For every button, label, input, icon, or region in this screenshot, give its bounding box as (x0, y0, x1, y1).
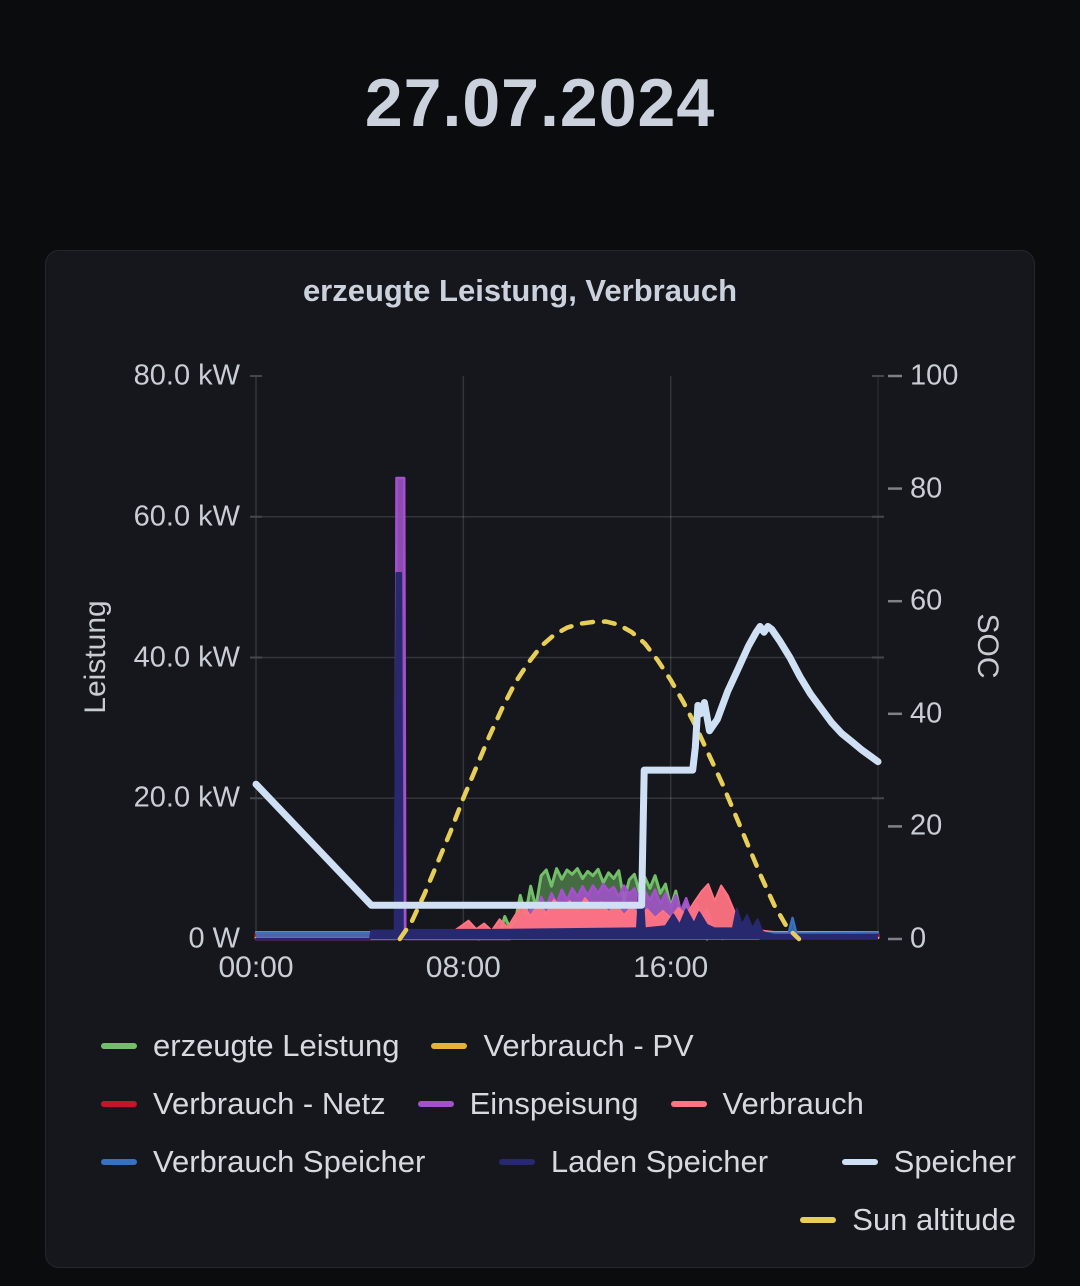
legend-item-verbrauch[interactable]: Verbrauch (670, 1086, 864, 1122)
legend-label: Verbrauch (722, 1086, 864, 1121)
right-axis-tick-label: 100 (910, 359, 959, 392)
chart-canvas[interactable] (250, 374, 902, 942)
right-axis-tick-label: 80 (910, 472, 943, 505)
plot-area[interactable] (250, 374, 902, 942)
legend-swatch-verbrauch-pv (431, 1043, 468, 1049)
right-axis-tick-label: 20 (910, 809, 943, 842)
legend-swatch-sun-altitude (800, 1217, 837, 1223)
legend-item-erzeugte-leistung[interactable]: erzeugte Leistung (101, 1028, 399, 1064)
left-axis-tick-label: 0 W (188, 922, 240, 955)
chart-panel: erzeugte Leistung, Verbrauch Leistung SO… (45, 250, 1035, 1268)
legend-label: Verbrauch Speicher (153, 1144, 426, 1179)
panel-title: erzeugte Leistung, Verbrauch (302, 273, 738, 308)
legend-label: erzeugte Leistung (153, 1028, 400, 1063)
legend-swatch-erzeugte-leistung (101, 1043, 137, 1049)
left-axis-tick-label: 20.0 kW (133, 781, 240, 814)
series-line-laden-speicher (255, 572, 879, 940)
right-axis-tick-label: 60 (910, 584, 943, 617)
legend-swatch-verbrauch (670, 1101, 707, 1107)
series-area-einspeisung (256, 478, 723, 939)
legend-swatch-laden-speicher (498, 1159, 535, 1165)
legend-item-speicher[interactable]: Speicher (841, 1144, 1016, 1180)
right-axis-tick-label: 40 (910, 697, 943, 730)
left-axis-tick-label: 60.0 kW (133, 500, 240, 533)
legend-swatch-einspeisung (417, 1101, 454, 1107)
legend-swatch-speicher (841, 1159, 878, 1165)
legend-row: Verbrauch Speicher Laden Speicher Speicher (101, 1133, 1016, 1191)
left-axis-tick-label: 40.0 kW (133, 641, 240, 673)
series-line-sun-altitude (397, 619, 802, 942)
legend-item-sun-altitude[interactable]: Sun altitude (800, 1202, 1016, 1238)
legend-item-verbrauch-netz[interactable]: Verbrauch - Netz (101, 1086, 386, 1122)
legend-row: Sun altitude (101, 1191, 1016, 1249)
right-axis-tick-label: 0 (910, 922, 927, 955)
legend-label: Einspeisung (469, 1086, 639, 1121)
legend-item-verbrauch-speicher[interactable]: Verbrauch Speicher (101, 1144, 425, 1180)
legend-item-laden-speicher[interactable]: Laden Speicher (498, 1144, 769, 1180)
x-axis-tick-label: 00:00 (218, 951, 294, 984)
x-axis-tick-label: 08:00 (425, 951, 501, 984)
x-axis-tick-label: 16:00 (633, 951, 709, 984)
legend-swatch-verbrauch-speicher (101, 1159, 137, 1165)
legend-label: Verbrauch - Netz (153, 1086, 386, 1121)
right-axis-ticks: 100 80 60 40 20 0 (894, 360, 1024, 955)
legend-row: Verbrauch - Netz Einspeisung Verbrauch (101, 1075, 1016, 1133)
legend-label: Verbrauch - PV (483, 1028, 694, 1063)
legend-label: Laden Speicher (550, 1144, 769, 1179)
series-line-einspeisung (254, 476, 724, 941)
left-axis-ticks: 80.0 kW 60.0 kW 40.0 kW 20.0 kW 0 W (46, 360, 242, 955)
legend-item-einspeisung[interactable]: Einspeisung (417, 1086, 639, 1122)
legend-swatch-verbrauch-netz (101, 1101, 137, 1107)
legend-row: erzeugte Leistung Verbrauch - PV (101, 1017, 1016, 1075)
legend-label: Sun altitude (852, 1202, 1016, 1237)
x-axis-ticks: 00:00 08:00 16:00 (218, 951, 878, 991)
left-axis-tick-label: 80.0 kW (133, 359, 240, 392)
legend-label: Speicher (893, 1144, 1016, 1179)
legend-item-verbrauch-pv[interactable]: Verbrauch - PV (431, 1028, 694, 1064)
chart-legend: erzeugte Leistung Verbrauch - PV Verbrauch… (101, 1017, 1016, 1249)
series-area-verbrauch (256, 884, 878, 939)
page-title: 27.07.2024 (364, 65, 716, 141)
series-line-speicher (252, 623, 882, 909)
